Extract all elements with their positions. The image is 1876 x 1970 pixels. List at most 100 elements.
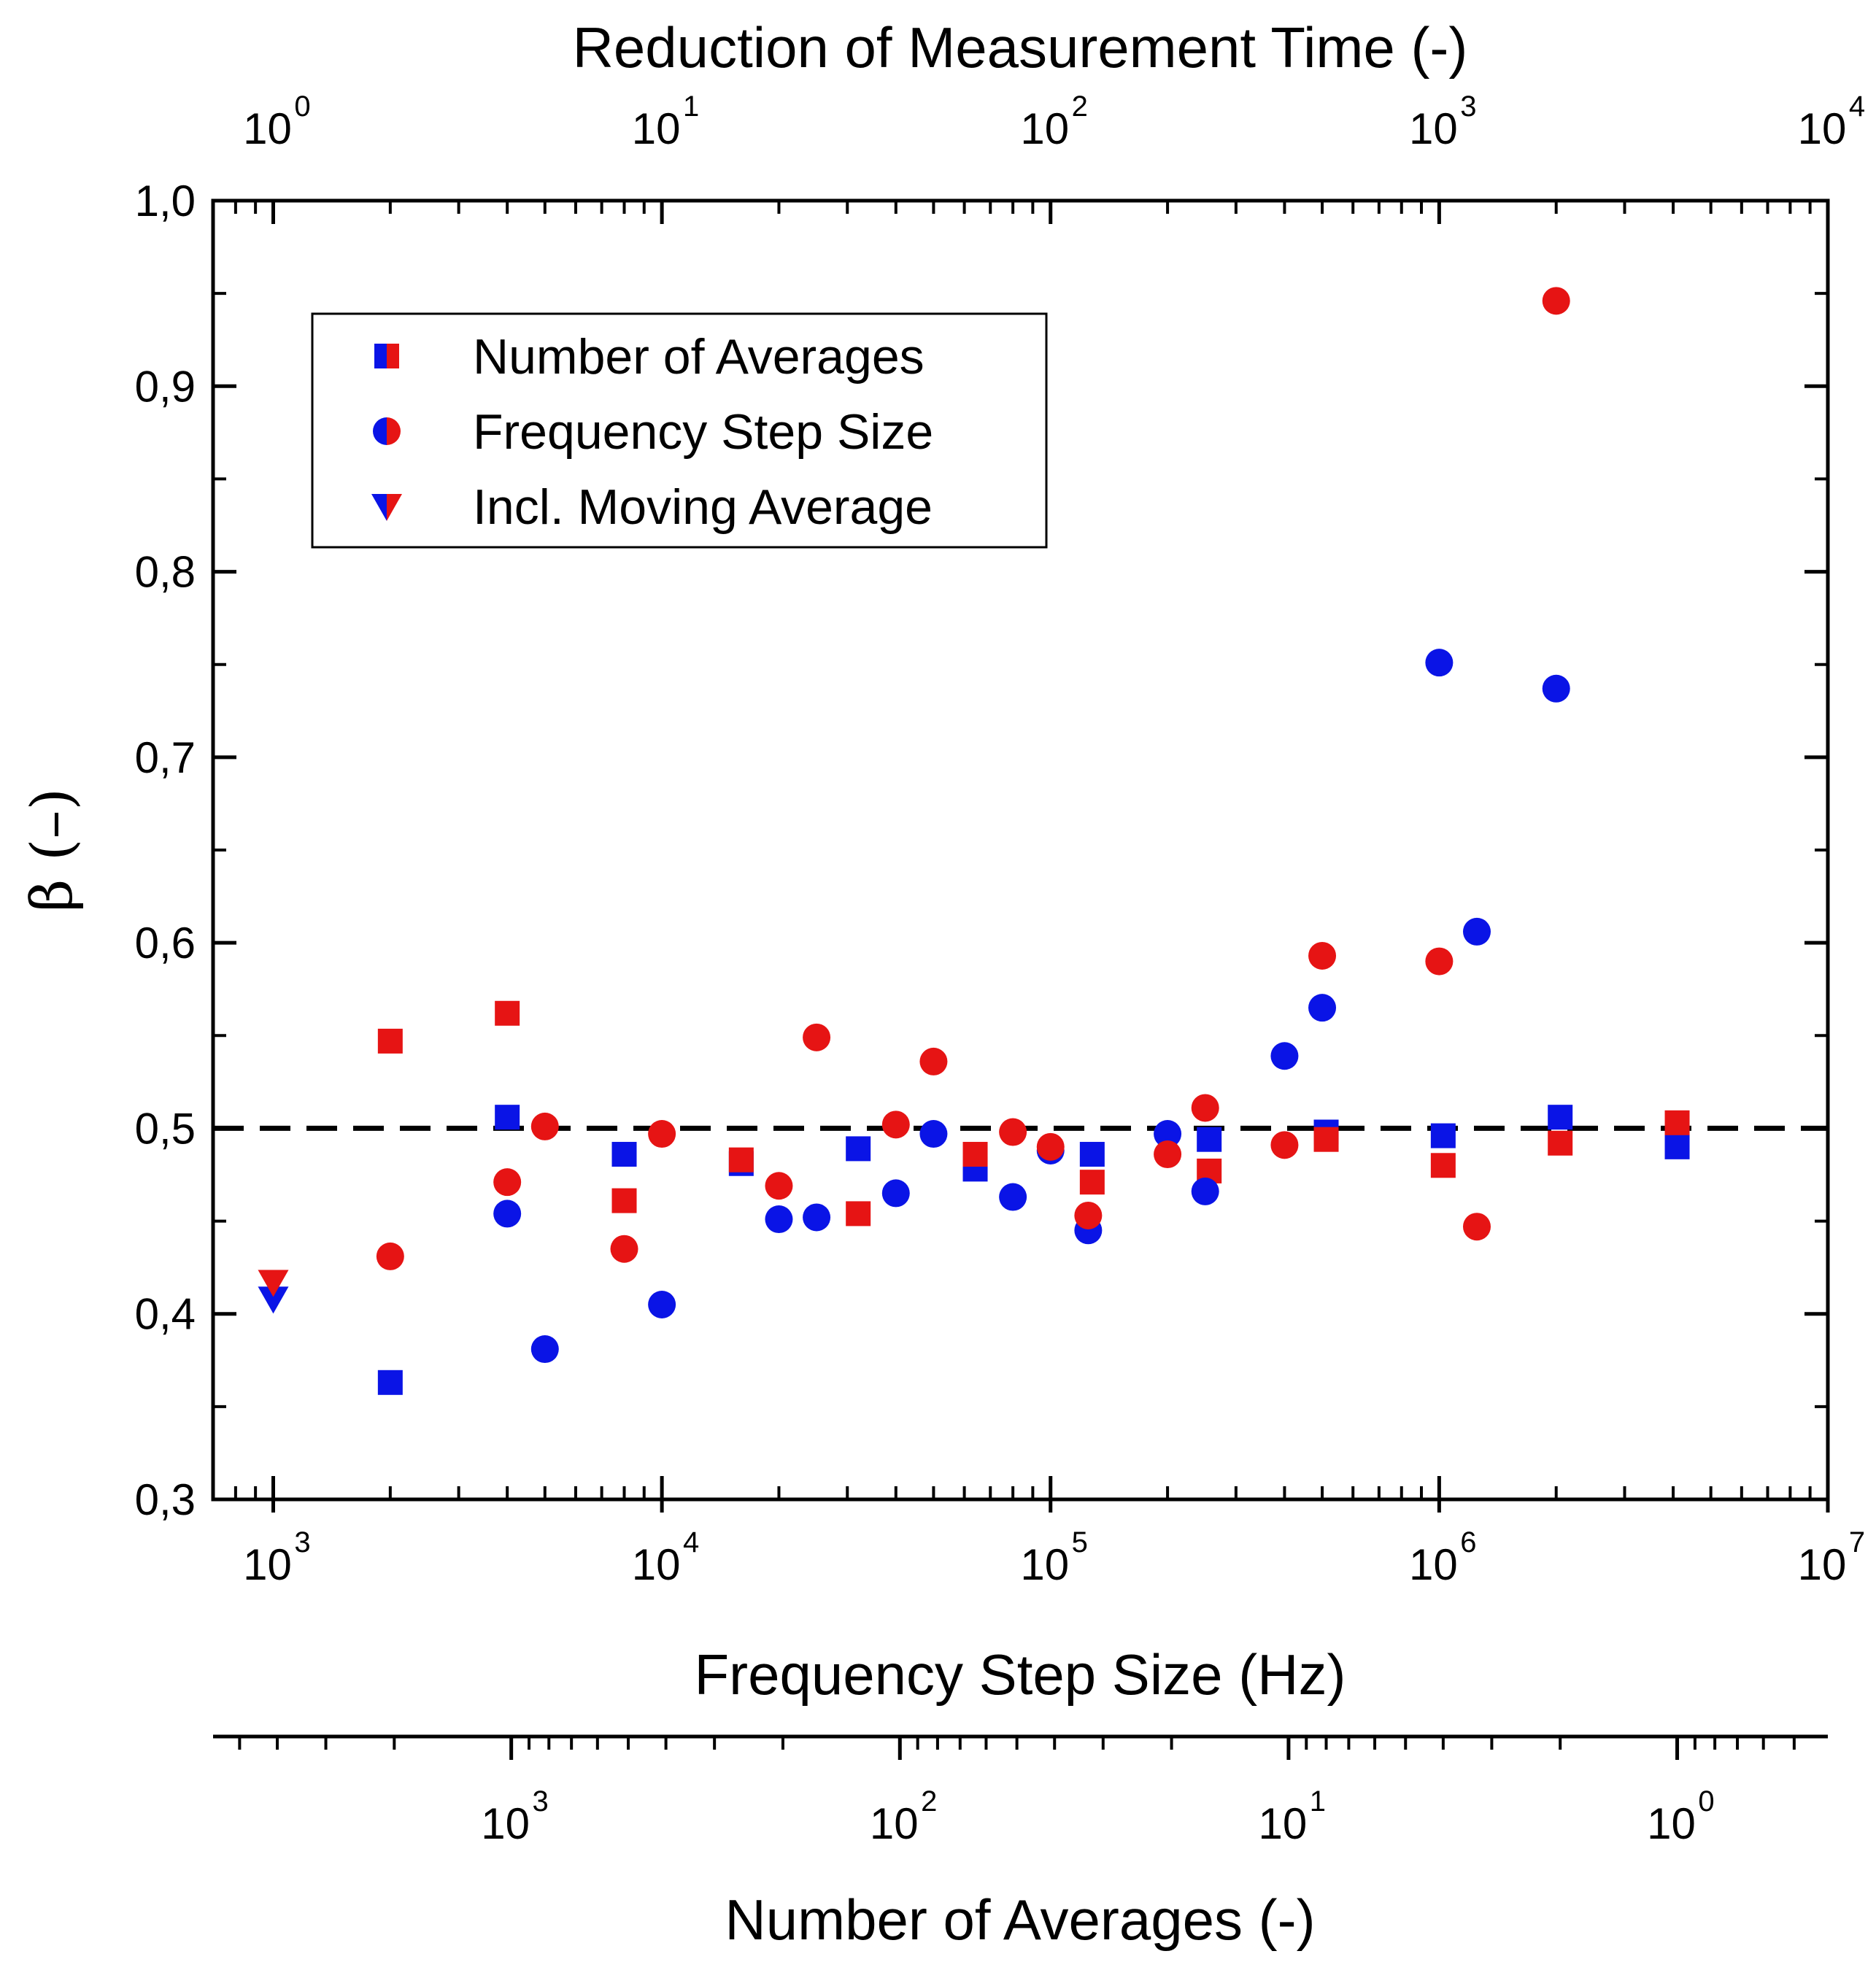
series-triangle-down-blue [258,1286,289,1314]
data-point [258,1286,289,1314]
data-point [1548,1105,1573,1130]
x-tick-base: 10 [1409,1540,1458,1589]
data-point [376,1242,404,1270]
data-point [919,1047,948,1075]
y-axis-title: β (–) [20,788,85,912]
data-point [1462,917,1491,946]
series-circle-red [376,287,1570,1270]
x-tick-exponent: 4 [683,1526,699,1558]
data-layer [213,287,1828,1395]
top-tick-exponent: 2 [1072,90,1088,123]
data-point [495,1105,520,1130]
data-point [1462,1213,1491,1241]
y-tick-label: 0,7 [135,733,196,782]
x-tick-base: 10 [632,1540,681,1589]
x-tick-label: 10 3 [243,1526,311,1589]
secondary-tick-base: 10 [870,1799,919,1848]
data-point [611,1142,637,1167]
data-point [962,1142,988,1167]
data-point [1191,1094,1219,1122]
top-tick-label: 10 2 [1020,90,1088,153]
data-point [1313,1127,1339,1152]
data-point [258,1270,289,1297]
top-tick-exponent: 1 [683,90,699,123]
x-tick-exponent: 3 [294,1526,310,1558]
x-tick-exponent: 7 [1849,1526,1865,1558]
data-point [846,1201,871,1227]
legend-box [311,312,1048,549]
data-point [1542,674,1570,703]
legend-marker-red [387,494,402,521]
data-point [765,1205,793,1234]
data-point [1270,1042,1299,1070]
legend-entry: Frequency Step Size [373,404,933,460]
data-point [1664,1134,1690,1159]
secondary-tick-label: 10 1 [1259,1785,1327,1848]
top-axis-title: Reduction of Measurement Time (-) [573,15,1468,80]
secondary-tick-exponent: 2 [921,1785,937,1818]
data-point [377,1370,403,1395]
y-tick-label: 0,8 [135,548,196,597]
legend-marker-blue [374,344,387,368]
data-point [493,1200,522,1228]
data-point [999,1183,1027,1211]
data-point [765,1172,793,1200]
legend-entry: Number of Averages [374,329,925,385]
data-point [1548,1130,1573,1156]
top-tick-label: 10 3 [1409,90,1477,153]
x-tick-label: 10 7 [1798,1526,1866,1589]
secondary-tick-label: 10 3 [481,1785,549,1848]
data-point [377,1028,403,1054]
y-tick-label: 1,0 [135,177,196,225]
top-tick-label: 10 4 [1798,90,1866,153]
top-tick-label: 10 1 [632,90,700,153]
y-tick-label: 0,3 [135,1475,196,1524]
x-tick-base: 10 [243,1540,292,1589]
y-tick-label: 0,5 [135,1104,196,1153]
top-tick-base: 10 [243,104,292,153]
data-point [1425,649,1454,677]
data-point [1079,1142,1105,1167]
data-point [1308,994,1337,1022]
data-point [530,1335,559,1364]
data-point [1079,1170,1105,1195]
data-point [846,1136,871,1162]
legend: Number of Averages Frequency Step Size Inc… [311,312,1048,549]
data-point [530,1112,559,1140]
legend-marker-red [387,417,401,445]
data-point [1191,1177,1219,1205]
top-tick-label: 10 0 [243,90,311,153]
data-point [648,1291,676,1318]
data-point [1308,941,1337,970]
secondary-tick-exponent: 3 [533,1785,549,1818]
y-tick-label: 0,9 [135,362,196,411]
data-point [493,1168,522,1197]
top-tick-base: 10 [1020,104,1069,153]
x-tick-label: 10 6 [1409,1526,1477,1589]
legend-label: Frequency Step Size [473,404,933,460]
data-point [648,1120,676,1148]
x-tick-base: 10 [1020,1540,1069,1589]
x-axis-title: Frequency Step Size (Hz) [694,1642,1346,1707]
data-point [803,1203,831,1232]
secondary-tick-base: 10 [1647,1799,1696,1848]
data-point [1154,1140,1182,1169]
data-point [1425,947,1454,976]
data-point [1270,1131,1299,1159]
top-tick-exponent: 0 [294,90,310,123]
data-point [1074,1201,1103,1229]
data-point [1664,1110,1690,1135]
legend-entry: Incl. Moving Average [371,479,933,535]
x-tick-label: 10 5 [1020,1526,1088,1589]
series-triangle-down-red [258,1270,289,1297]
legend-marker-blue [371,494,387,521]
secondary-tick-exponent: 0 [1698,1785,1714,1818]
legend-label: Number of Averages [473,329,925,385]
secondary-tick-base: 10 [481,1799,530,1848]
top-tick-base: 10 [1798,104,1847,153]
data-point [919,1120,948,1148]
secondary-tick-exponent: 1 [1310,1785,1326,1818]
top-tick-exponent: 3 [1460,90,1476,123]
data-point [495,1000,520,1026]
